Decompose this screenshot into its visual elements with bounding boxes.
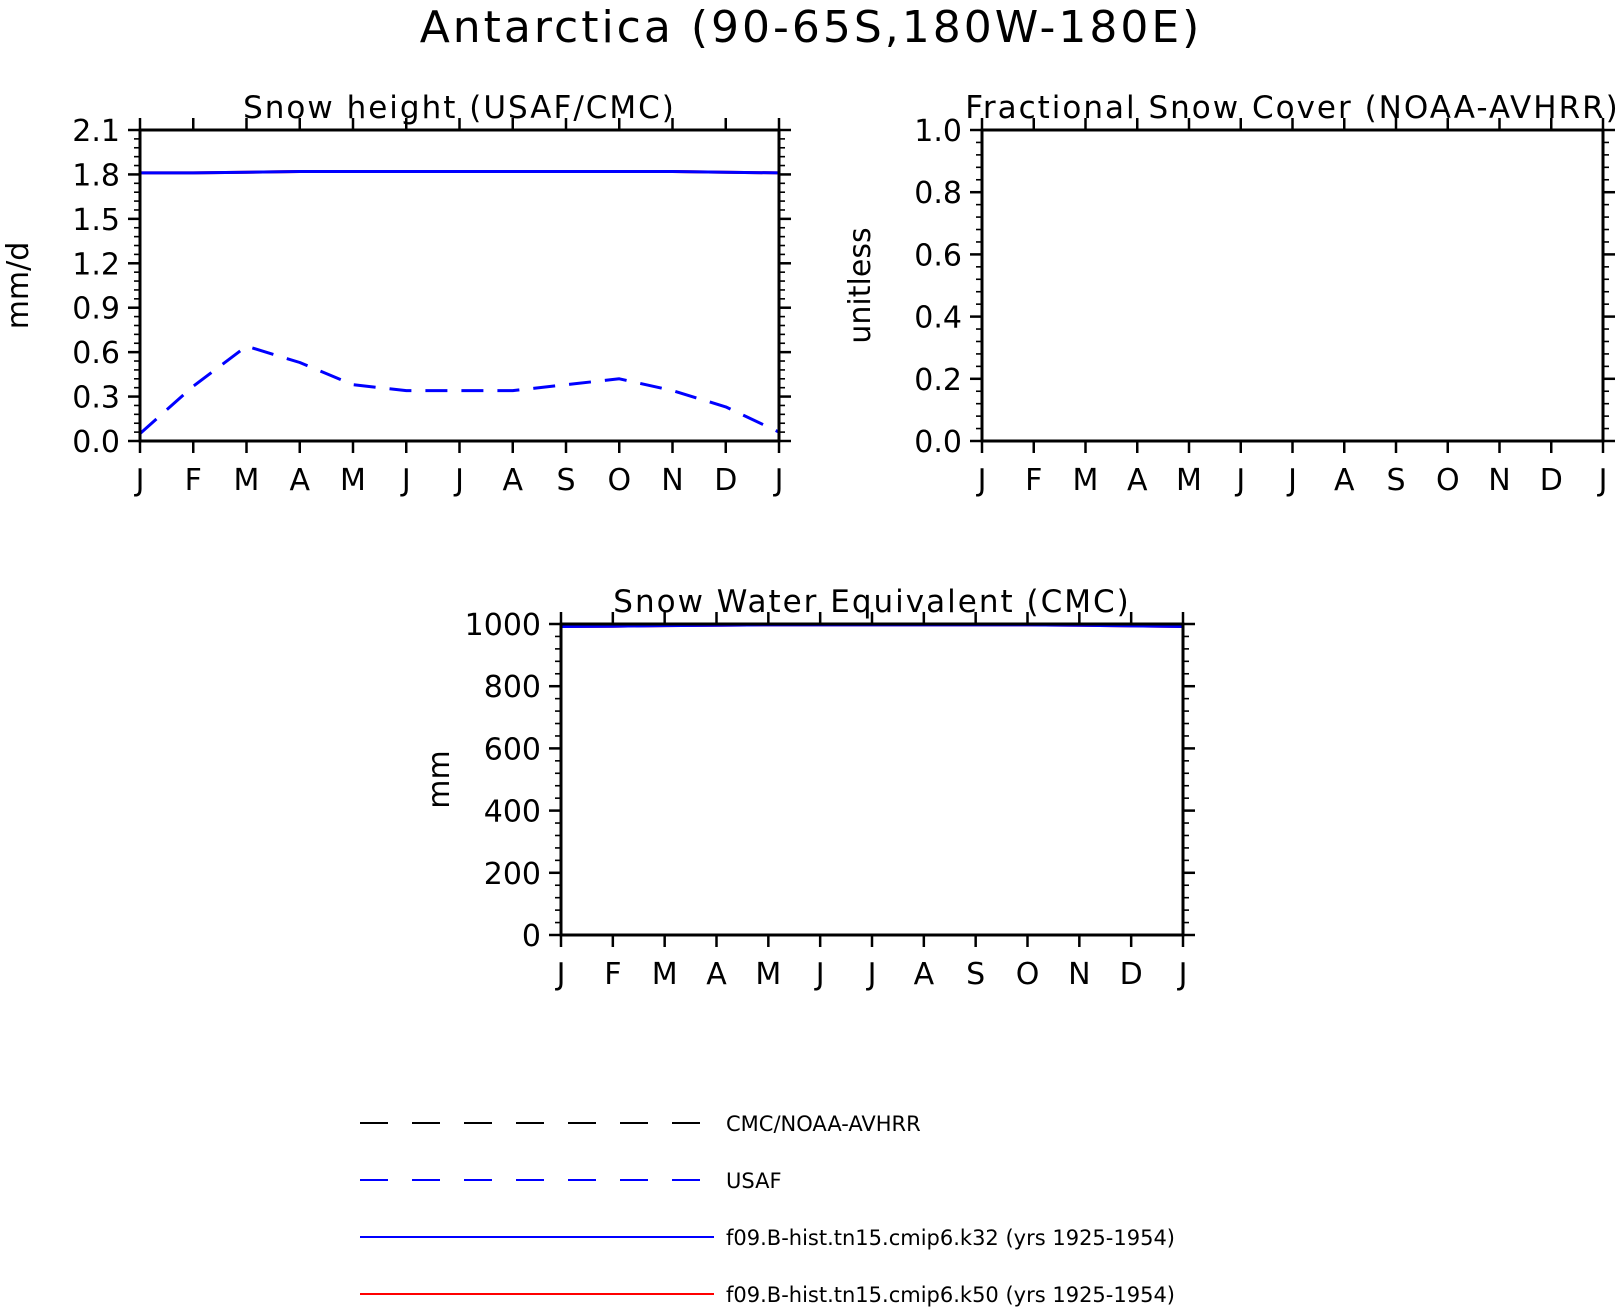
x-tick-label: J (773, 463, 784, 498)
panel-1: Snow height (USAF/CMC)mm/d0.00.30.60.91.… (1, 90, 791, 498)
panels: Snow height (USAF/CMC)mm/d0.00.30.60.91.… (1, 90, 1618, 992)
plot-frame (980, 128, 1605, 443)
y-axis-label: unitless (843, 227, 878, 343)
y-tick-label: 1000 (465, 608, 541, 643)
legend-label: f09.B-hist.tn15.cmip6.k50 (yrs 1925-1954… (726, 1283, 1175, 1307)
y-tick-label: 800 (484, 670, 541, 705)
x-tick-label: M (652, 957, 678, 992)
y-tick-label: 1.8 (72, 158, 120, 193)
x-tick-label: S (1386, 463, 1405, 498)
x-tick-label: J (1597, 463, 1608, 498)
y-tick-label: 0.9 (72, 292, 120, 327)
x-tick-label: M (1176, 463, 1202, 498)
y-tick-label: 200 (484, 857, 541, 892)
y-tick-label: 0.3 (72, 381, 120, 416)
x-tick-label: F (185, 463, 202, 498)
x-tick-label: J (1177, 957, 1188, 992)
x-tick-label: N (1068, 957, 1090, 992)
x-tick-label: D (1540, 463, 1563, 498)
y-tick-label: 0.2 (914, 363, 962, 398)
x-tick-label: A (706, 957, 727, 992)
main-title: Antarctica (90-65S,180W-180E) (420, 2, 1203, 53)
panel-2: Fractional Snow Cover (NOAA-AVHRR)unitle… (843, 90, 1618, 498)
y-tick-label: 0.0 (72, 425, 120, 460)
x-tick-label: S (556, 463, 575, 498)
x-tick-label: J (976, 463, 987, 498)
y-tick-label: 1.2 (72, 247, 120, 282)
y-tick-label: 400 (484, 795, 541, 830)
x-tick-label: O (1016, 957, 1040, 992)
x-tick-label: A (502, 463, 523, 498)
y-tick-label: 1.5 (72, 203, 120, 238)
x-tick-label: J (400, 463, 411, 498)
legend-label: f09.B-hist.tn15.cmip6.k32 (yrs 1925-1954… (726, 1226, 1175, 1250)
x-tick-label: S (966, 957, 985, 992)
panel-3: Snow Water Equivalent (CMC)mm02004006008… (422, 584, 1195, 992)
ticks (128, 118, 791, 453)
series-group (140, 170, 779, 443)
x-tick-label: M (340, 463, 366, 498)
series-line (140, 170, 779, 175)
legend: CMC/NOAA-AVHRR USAF f09.B-hist.tn15.cmip6.… (360, 1112, 1175, 1307)
x-tick-label: N (1488, 463, 1510, 498)
plot-frame (559, 622, 1185, 937)
x-tick-label: A (289, 463, 310, 498)
series-line (140, 344, 779, 435)
y-tick-label: 600 (484, 732, 541, 767)
series-group (982, 128, 1603, 443)
y-axis-label: mm (422, 750, 457, 808)
x-tick-label: F (604, 957, 621, 992)
legend-label: USAF (726, 1169, 782, 1193)
x-tick-label: O (607, 463, 631, 498)
y-tick-label: 2.1 (72, 114, 120, 149)
ticks (549, 612, 1195, 947)
x-tick-label: M (234, 463, 260, 498)
y-tick-label: 0.0 (914, 425, 962, 460)
x-tick-label: J (134, 463, 145, 498)
legend-label: CMC/NOAA-AVHRR (726, 1112, 921, 1136)
series-group (561, 623, 1183, 937)
x-tick-label: M (1073, 463, 1099, 498)
y-axis-label: mm/d (1, 242, 36, 330)
x-tick-label: D (1120, 957, 1143, 992)
y-tick-label: 0.4 (914, 301, 962, 336)
x-tick-label: N (661, 463, 683, 498)
y-tick-label: 0.8 (914, 176, 962, 211)
plot-frame (138, 128, 781, 443)
ticks (970, 118, 1615, 453)
x-tick-label: D (714, 463, 737, 498)
x-tick-label: J (1286, 463, 1297, 498)
x-tick-label: J (555, 957, 566, 992)
x-tick-label: M (755, 957, 781, 992)
x-tick-label: A (1127, 463, 1148, 498)
x-tick-label: J (814, 957, 825, 992)
x-tick-label: J (866, 957, 877, 992)
x-tick-label: O (1436, 463, 1460, 498)
x-tick-label: F (1025, 463, 1042, 498)
y-tick-label: 0.6 (72, 336, 120, 371)
x-tick-label: A (914, 957, 935, 992)
x-tick-label: J (1234, 463, 1245, 498)
y-tick-label: 1.0 (914, 114, 962, 149)
x-tick-label: J (453, 463, 464, 498)
y-tick-label: 0.6 (914, 238, 962, 273)
y-tick-label: 0 (522, 919, 541, 954)
x-tick-label: A (1334, 463, 1355, 498)
